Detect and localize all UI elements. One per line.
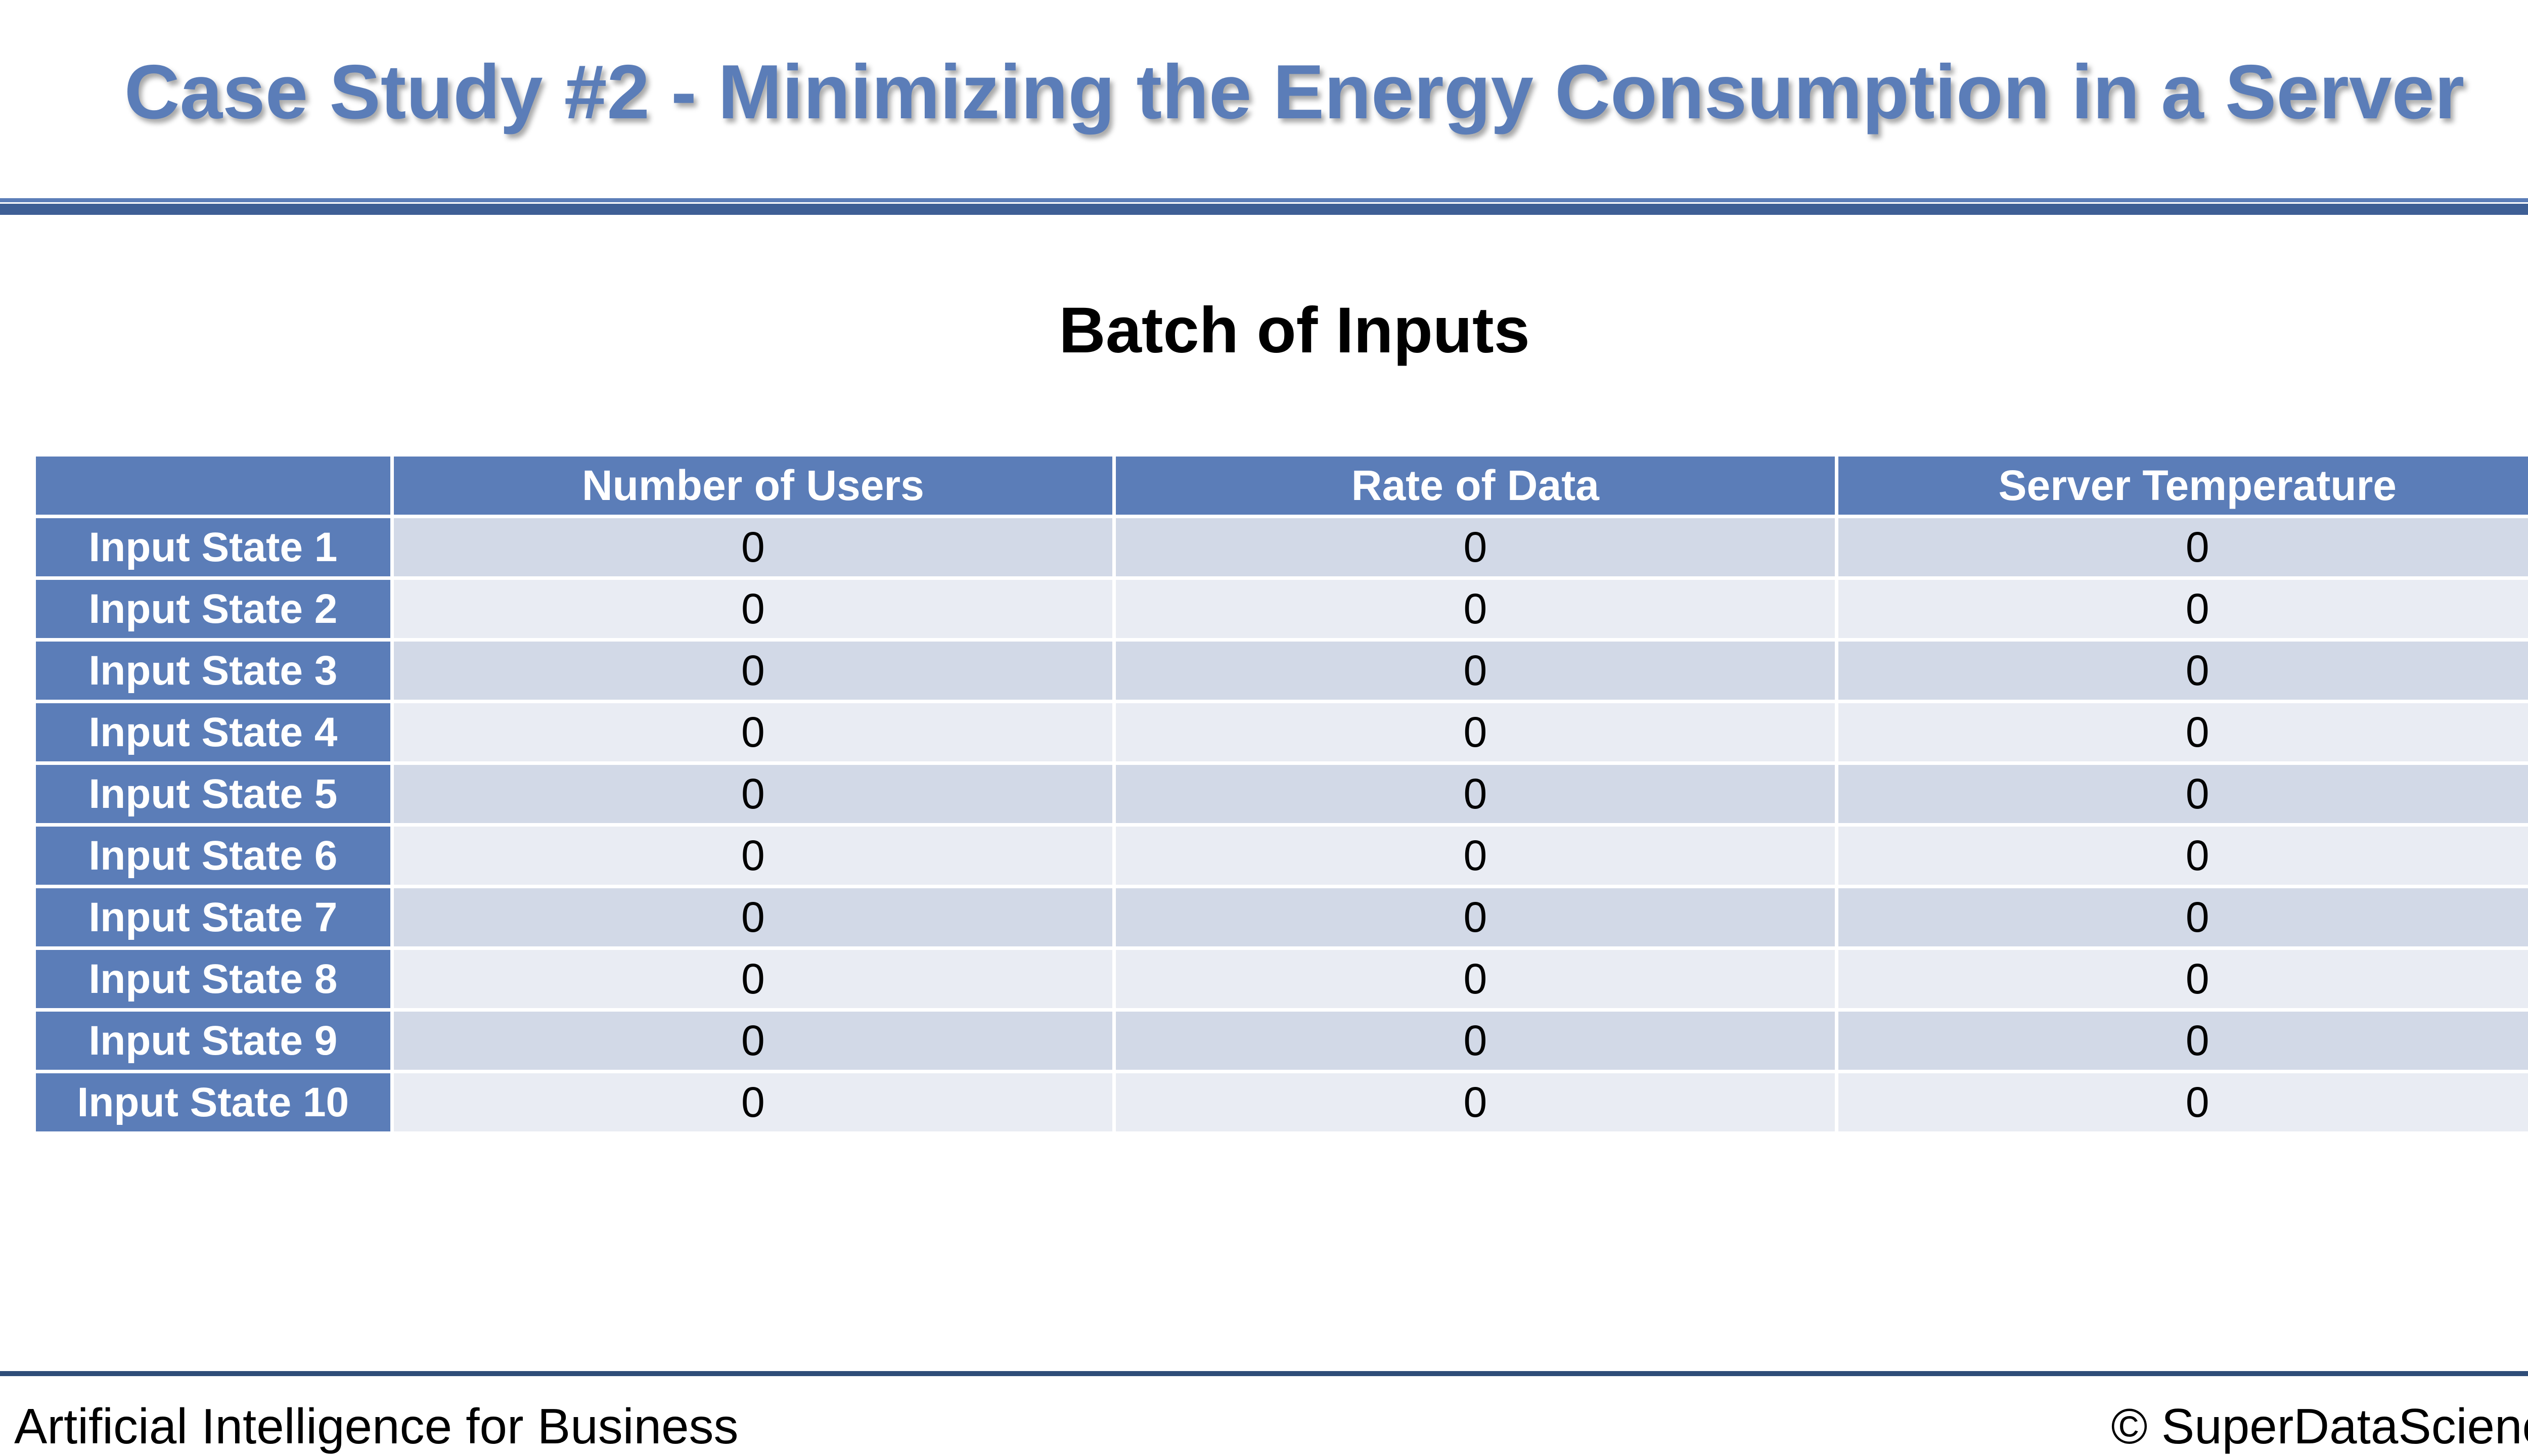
column-header: Number of Users bbox=[393, 457, 1113, 515]
table-cell: 0 bbox=[393, 950, 1113, 1008]
table-row: Input State 10 0 0 0 bbox=[36, 1073, 2528, 1131]
row-label: Input State 9 bbox=[36, 1012, 390, 1070]
inputs-table: Number of Users Rate of Data Server Temp… bbox=[32, 453, 2528, 1135]
section-heading: Batch of Inputs bbox=[1059, 294, 1530, 367]
row-label: Input State 4 bbox=[36, 703, 390, 761]
table-cell: 0 bbox=[393, 827, 1113, 885]
footer-divider bbox=[0, 1371, 2528, 1376]
table-cell: 0 bbox=[393, 580, 1113, 638]
table-row: Input State 1 0 0 0 bbox=[36, 518, 2528, 576]
table-cell: 0 bbox=[393, 1073, 1113, 1131]
table-row: Input State 6 0 0 0 bbox=[36, 827, 2528, 885]
table-cell: 0 bbox=[1838, 950, 2528, 1008]
table-cell: 0 bbox=[393, 888, 1113, 946]
column-header: Rate of Data bbox=[1116, 457, 1835, 515]
table-row: Input State 8 0 0 0 bbox=[36, 950, 2528, 1008]
table-row: Input State 5 0 0 0 bbox=[36, 765, 2528, 823]
header-corner-cell bbox=[36, 457, 390, 515]
footer-copyright: © SuperDataScience bbox=[2111, 1398, 2528, 1454]
row-label: Input State 2 bbox=[36, 580, 390, 638]
table-cell: 0 bbox=[1838, 765, 2528, 823]
title-divider-thick bbox=[0, 204, 2528, 215]
table-row: Input State 2 0 0 0 bbox=[36, 580, 2528, 638]
table-cell: 0 bbox=[1838, 1073, 2528, 1131]
table-cell: 0 bbox=[393, 765, 1113, 823]
table-cell: 0 bbox=[1838, 1012, 2528, 1070]
table-row: Input State 4 0 0 0 bbox=[36, 703, 2528, 761]
table-cell: 0 bbox=[1116, 950, 1835, 1008]
table-cell: 0 bbox=[1116, 518, 1835, 576]
row-label: Input State 10 bbox=[36, 1073, 390, 1131]
table-cell: 0 bbox=[1838, 642, 2528, 700]
table-cell: 0 bbox=[1116, 1073, 1835, 1131]
table-cell: 0 bbox=[1116, 1012, 1835, 1070]
table-cell: 0 bbox=[393, 1012, 1113, 1070]
row-label: Input State 1 bbox=[36, 518, 390, 576]
table-cell: 0 bbox=[1116, 642, 1835, 700]
table-cell: 0 bbox=[1116, 703, 1835, 761]
table-cell: 0 bbox=[1116, 888, 1835, 946]
row-label: Input State 3 bbox=[36, 642, 390, 700]
table-header-row: Number of Users Rate of Data Server Temp… bbox=[36, 457, 2528, 515]
title-divider-thin bbox=[0, 198, 2528, 202]
table-cell: 0 bbox=[393, 703, 1113, 761]
row-label: Input State 5 bbox=[36, 765, 390, 823]
table-cell: 0 bbox=[1116, 580, 1835, 638]
table-cell: 0 bbox=[1838, 888, 2528, 946]
footer-course-name: Artificial Intelligence for Business bbox=[14, 1398, 739, 1454]
table-cell: 0 bbox=[393, 642, 1113, 700]
table-row: Input State 7 0 0 0 bbox=[36, 888, 2528, 946]
table-cell: 0 bbox=[1838, 580, 2528, 638]
row-label: Input State 6 bbox=[36, 827, 390, 885]
table-cell: 0 bbox=[1116, 765, 1835, 823]
table-cell: 0 bbox=[1116, 827, 1835, 885]
table-row: Input State 9 0 0 0 bbox=[36, 1012, 2528, 1070]
row-label: Input State 8 bbox=[36, 950, 390, 1008]
table-cell: 0 bbox=[1838, 518, 2528, 576]
table-cell: 0 bbox=[1838, 703, 2528, 761]
column-header: Server Temperature bbox=[1838, 457, 2528, 515]
slide-title: Case Study #2 - Minimizing the Energy Co… bbox=[124, 49, 2465, 135]
table-cell: 0 bbox=[393, 518, 1113, 576]
row-label: Input State 7 bbox=[36, 888, 390, 946]
table-row: Input State 3 0 0 0 bbox=[36, 642, 2528, 700]
table-cell: 0 bbox=[1838, 827, 2528, 885]
